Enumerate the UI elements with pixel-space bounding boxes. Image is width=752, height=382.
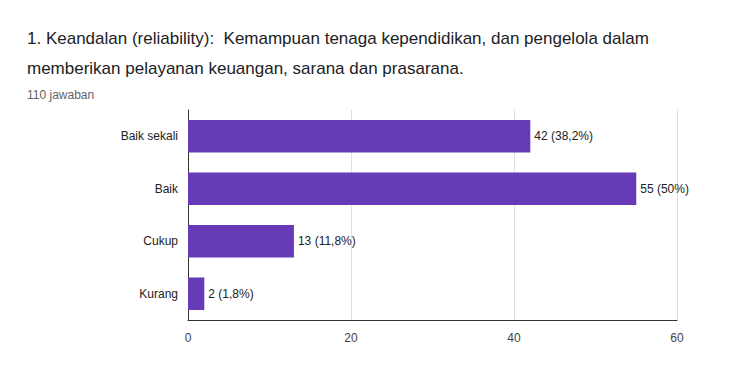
svg-text:40: 40	[507, 331, 521, 345]
svg-text:55 (50%): 55 (50%)	[640, 182, 689, 196]
svg-text:Kurang: Kurang	[139, 287, 178, 301]
svg-text:2 (1,8%): 2 (1,8%)	[208, 287, 253, 301]
svg-text:Baik sekali: Baik sekali	[121, 129, 178, 143]
svg-text:13 (11,8%): 13 (11,8%)	[298, 234, 356, 248]
svg-text:110 jawaban: 110 jawaban	[27, 88, 94, 102]
svg-text:1. Keandalan (reliability): K: 1. Keandalan (reliability): Kemampuan te…	[27, 29, 654, 48]
svg-text:memberikan pelayanan keuangan,: memberikan pelayanan keuangan, sarana da…	[27, 59, 464, 78]
svg-text:60: 60	[670, 331, 684, 345]
svg-text:Baik: Baik	[155, 182, 179, 196]
svg-text:0: 0	[185, 331, 192, 345]
svg-text:20: 20	[344, 331, 358, 345]
svg-text:Cukup: Cukup	[143, 234, 178, 248]
svg-text:42 (38,2%): 42 (38,2%)	[534, 129, 593, 143]
